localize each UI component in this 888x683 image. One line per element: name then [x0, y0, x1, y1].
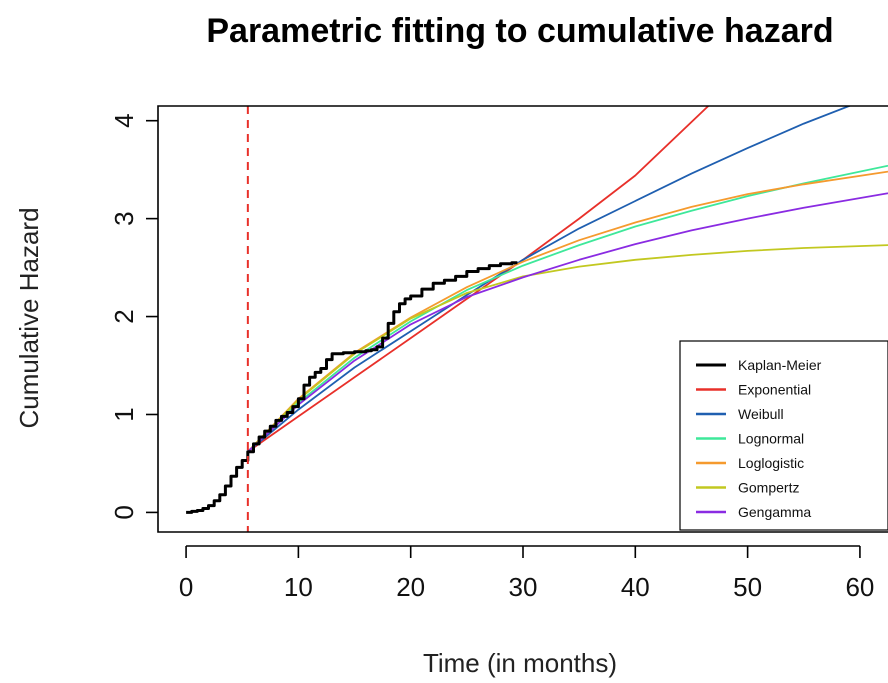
x-tick-label: 0 — [179, 572, 193, 602]
legend-label-gompertz: Gompertz — [738, 480, 799, 496]
x-tick-label: 10 — [284, 572, 313, 602]
legend-label-loglogistic: Loglogistic — [738, 455, 804, 471]
y-tick-label: 2 — [109, 309, 139, 323]
x-tick-label: 20 — [396, 572, 425, 602]
x-axis-label: Time (in months) — [423, 648, 617, 678]
legend-box — [679, 340, 888, 531]
x-tick-label: 50 — [733, 572, 762, 602]
y-axis-label: Cumulative Hazard — [14, 207, 44, 428]
legend-label-weibull: Weibull — [738, 406, 784, 422]
legend: Kaplan-Meier Exponential Weibull Lognormal L… — [679, 340, 888, 531]
plot-area — [186, 106, 888, 532]
y-tick-label: 0 — [109, 505, 139, 519]
plot-frame — [157, 105, 888, 533]
x-tick-label: 40 — [621, 572, 650, 602]
y-tick-label: 4 — [109, 113, 139, 127]
series-line-exponential — [247, 106, 709, 453]
series-line-lognormal — [247, 164, 888, 453]
series-line-gengamma — [247, 192, 888, 453]
x-tick-label: 60 — [845, 572, 874, 602]
series-line-kaplan-meier — [186, 261, 518, 514]
chart-title: Parametric fitting to cumulative hazard — [206, 12, 833, 50]
x-tick-label: 30 — [509, 572, 538, 602]
series-line-gompertz — [247, 244, 888, 453]
legend-label-exponential: Exponential — [738, 382, 811, 398]
legend-label-kaplan-meier: Kaplan-Meier — [738, 357, 822, 373]
y-tick-label: 1 — [109, 407, 139, 421]
series-line-weibull — [247, 106, 852, 453]
legend-label-gengamma: Gengamma — [738, 504, 811, 520]
y-tick-label: 3 — [109, 211, 139, 225]
legend-label-lognormal: Lognormal — [738, 431, 804, 447]
axes: 0 10 20 30 40 50 60 0 1 2 3 4 — [109, 105, 888, 602]
